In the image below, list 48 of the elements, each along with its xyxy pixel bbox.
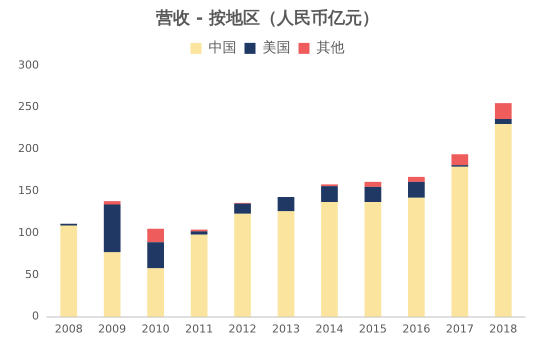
bar xyxy=(321,186,338,202)
x-tick-label: 2013 xyxy=(272,322,300,336)
x-tick-label: 2008 xyxy=(54,322,83,336)
x-tick-label: 2010 xyxy=(142,322,170,336)
bar xyxy=(364,186,382,202)
bar xyxy=(104,204,121,252)
x-tick-label: 2012 xyxy=(228,322,257,336)
bar xyxy=(494,103,512,120)
bar xyxy=(190,234,208,317)
bar xyxy=(147,242,164,268)
bar xyxy=(451,154,468,166)
bar xyxy=(494,119,512,124)
bar xyxy=(278,211,294,317)
bar xyxy=(364,182,382,187)
bar xyxy=(234,214,251,317)
y-tick-label: 300 xyxy=(18,58,39,72)
y-tick-label: 200 xyxy=(18,142,39,156)
legend-label: 美国 xyxy=(262,40,290,56)
bar xyxy=(321,202,338,317)
y-tick-label: 50 xyxy=(24,268,39,281)
bar xyxy=(60,225,78,317)
bar xyxy=(190,231,208,235)
x-tick-label: 2014 xyxy=(315,322,344,336)
y-tick-label: 0 xyxy=(32,310,39,323)
x-tick-label: 2018 xyxy=(489,322,518,336)
x-tick-label: 2016 xyxy=(402,322,430,336)
x-tick-label: 2011 xyxy=(185,322,214,336)
bar xyxy=(104,201,121,205)
bar xyxy=(364,202,382,317)
chart-title: 营收 - 按地区（人民币亿元） xyxy=(155,8,379,29)
y-tick-label: 150 xyxy=(18,184,39,197)
x-tick-label: 2015 xyxy=(358,322,387,336)
bar xyxy=(451,166,468,317)
legend-label: 其他 xyxy=(316,40,344,56)
bar xyxy=(408,176,425,182)
x-tick-label: 2009 xyxy=(98,322,126,336)
bar xyxy=(408,182,425,198)
bar xyxy=(147,228,164,242)
legend-label: 中国 xyxy=(208,40,236,56)
y-tick-label: 100 xyxy=(18,226,39,239)
bar xyxy=(147,268,164,317)
bar xyxy=(494,124,512,317)
x-tick-label: 2017 xyxy=(446,322,474,336)
y-tick-label: 250 xyxy=(18,100,39,114)
bar xyxy=(278,196,294,212)
bar xyxy=(234,204,251,214)
bar xyxy=(104,252,121,317)
bar xyxy=(408,198,425,317)
